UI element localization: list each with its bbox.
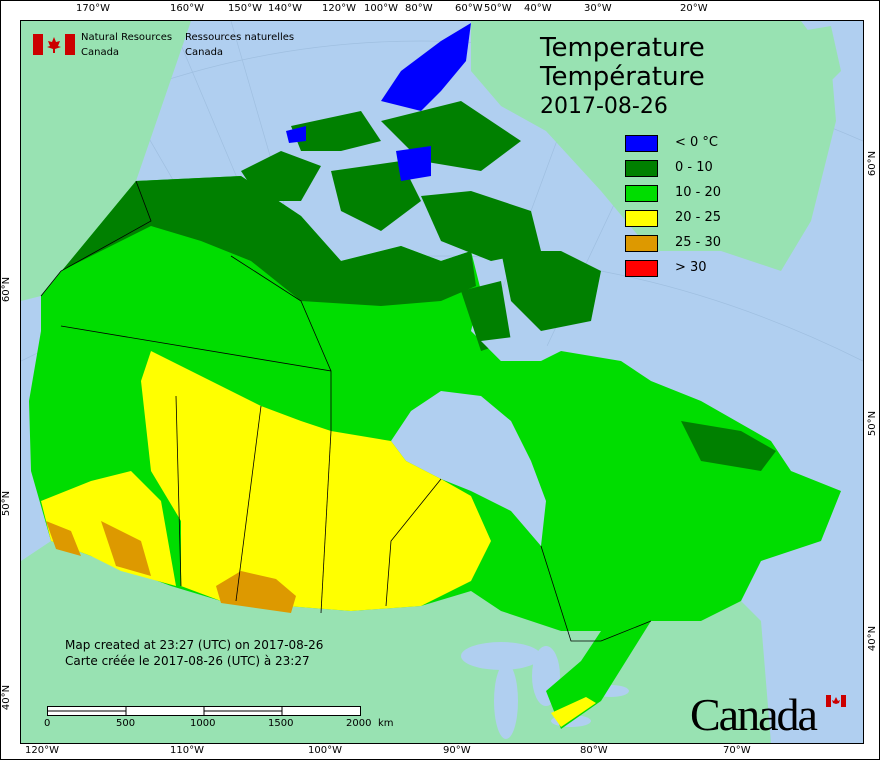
map-area: [20, 20, 864, 744]
hudson-bay: [391, 391, 546, 546]
map-canvas: [21, 21, 863, 743]
top-tick-label: 40°W: [524, 3, 552, 14]
legend-label: 25 - 30: [675, 235, 722, 250]
canada-zone-0-10: [501, 251, 601, 331]
legend-swatch: [625, 185, 658, 202]
top-tick-label: 100°W: [364, 3, 398, 14]
provincial-borders: [40, 180, 652, 642]
scale-label: 1500: [268, 718, 294, 729]
left-tick-label: 40°N: [1, 684, 13, 711]
creation-note: Map created at 23:27 (UTC) on 2017-08-26…: [65, 637, 323, 669]
left-tick-label: 60°N: [1, 276, 13, 303]
canada-zone-below-0: [381, 23, 471, 111]
canada-zone-below-0: [396, 146, 431, 181]
org-name-fr-line2: Canada: [185, 47, 224, 58]
org-name-en-line1: Natural Resources: [81, 32, 173, 43]
legend-label: > 30: [675, 260, 707, 275]
canada-zone-20-25: [551, 697, 596, 727]
right-tick-label: 50°N: [867, 410, 879, 437]
top-tick-label: 140°W: [268, 3, 302, 14]
hudson-strait: [481, 336, 561, 361]
legend-label: 10 - 20: [675, 185, 722, 200]
wordmark-flag-icon: [826, 692, 846, 707]
iceland-land: [801, 26, 841, 91]
canada-zone-0-10: [41, 176, 476, 306]
scale-label: 2000: [346, 718, 372, 729]
legend-label: 0 - 10: [675, 160, 713, 175]
right-tick-label: 60°N: [867, 150, 879, 177]
scale-bar: [47, 706, 361, 716]
canada-zone-25-30: [216, 571, 296, 613]
legend-swatch: [625, 260, 658, 277]
legend-swatch: [625, 235, 658, 252]
canada-wordmark: Canada: [690, 688, 818, 741]
arctic-islands: [241, 101, 541, 351]
bottom-tick-label: 100°W: [308, 745, 342, 756]
nrcan-name-fr: Ressources naturelles Canada: [185, 30, 294, 60]
top-tick-label: 80°W: [405, 3, 433, 14]
top-tick-label: 160°W: [170, 3, 204, 14]
title-date: 2017-08-26: [540, 94, 668, 119]
creation-note-fr: Carte créée le 2017-08-26 (UTC) à 23:27: [65, 654, 310, 668]
wordmark-text: Canada: [690, 689, 818, 740]
bottom-tick-label: 80°W: [580, 745, 608, 756]
top-tick-label: 50°W: [484, 3, 512, 14]
legend-swatch: [625, 135, 658, 152]
usa-land: [21, 541, 771, 743]
bottom-tick-label: 70°W: [723, 745, 751, 756]
canada-zone-below-0: [286, 126, 306, 143]
legend-swatch: [625, 210, 658, 227]
title-fr: Température: [540, 62, 705, 92]
top-tick-label: 170°W: [76, 3, 110, 14]
creation-note-en: Map created at 23:27 (UTC) on 2017-08-26: [65, 638, 324, 652]
top-tick-label: 120°W: [322, 3, 356, 14]
title-en: Temperature: [540, 33, 705, 63]
top-tick-label: 20°W: [680, 3, 708, 14]
scale-label: 500: [116, 718, 136, 729]
bottom-tick-label: 120°W: [25, 745, 59, 756]
legend-label: 20 - 25: [675, 210, 722, 225]
canada-zone-25-30: [46, 521, 81, 556]
scale-label: 1000: [190, 718, 216, 729]
nrcan-name-en: Natural Resources Canada: [81, 30, 172, 60]
canada-zone-0-10: [681, 421, 776, 471]
top-tick-label: 60°W: [455, 3, 483, 14]
top-tick-label: 150°W: [228, 3, 262, 14]
scale-label: 0: [44, 718, 51, 729]
canada-flag-icon: [33, 34, 75, 55]
left-tick-label: 50°N: [1, 490, 13, 517]
org-name-en-line2: Canada: [81, 47, 120, 58]
scale-unit: km: [378, 718, 394, 729]
legend-label: < 0 °C: [675, 135, 719, 150]
canada-zone-20-25: [141, 351, 491, 611]
alaska-land: [21, 21, 191, 301]
canada-zone-25-30: [101, 521, 151, 576]
map-title: Temperature Température 2017-08-26: [540, 34, 705, 121]
org-name-fr-line1: Ressources naturelles: [185, 32, 295, 43]
bottom-tick-label: 110°W: [170, 745, 204, 756]
right-tick-label: 40°N: [867, 625, 879, 652]
legend-swatch: [625, 160, 658, 177]
top-tick-label: 30°W: [584, 3, 612, 14]
bottom-tick-label: 90°W: [443, 745, 471, 756]
